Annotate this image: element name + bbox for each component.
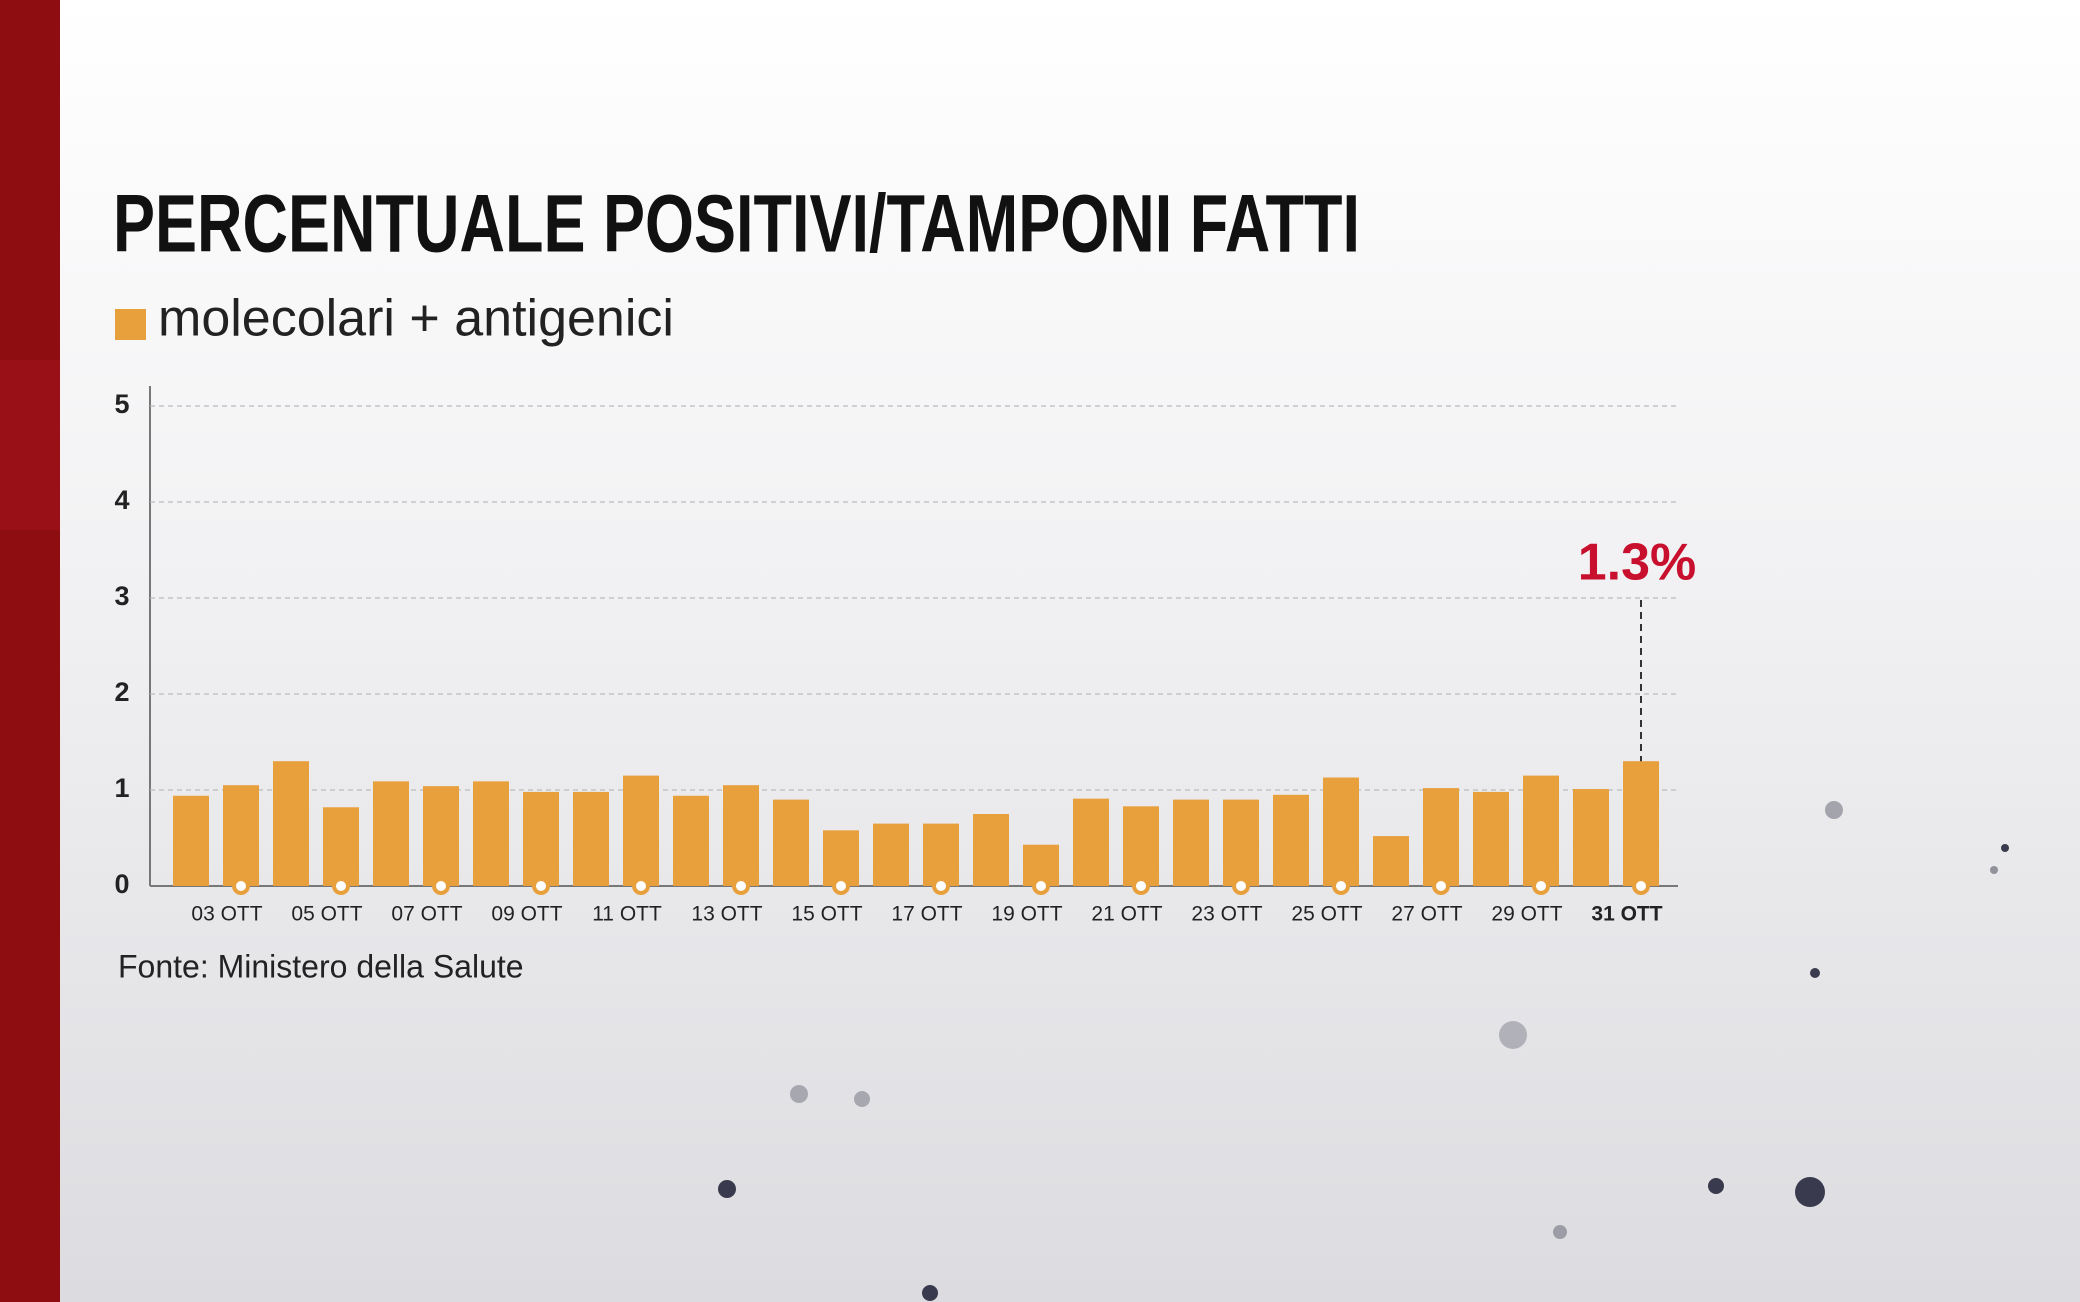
x-tick-label: 29 OTT <box>1491 903 1562 926</box>
bar <box>223 785 259 886</box>
y-tick-label: 3 <box>114 581 129 611</box>
x-tick-label: 27 OTT <box>1391 903 1462 926</box>
x-tick-label: 09 OTT <box>491 903 562 926</box>
tick-dot <box>1532 877 1550 895</box>
bar <box>623 775 659 886</box>
bar <box>1273 794 1309 886</box>
legend-swatch <box>115 309 146 340</box>
bar <box>1323 777 1359 886</box>
bar <box>1373 836 1409 886</box>
tick-dot <box>1232 877 1250 895</box>
tick-dot <box>1332 877 1350 895</box>
x-tick-label: 05 OTT <box>291 903 362 926</box>
bar <box>1573 789 1609 886</box>
x-tick-label: 31 OTT <box>1591 903 1662 926</box>
bar <box>423 786 459 886</box>
tick-dot <box>432 877 450 895</box>
tick-dot <box>532 877 550 895</box>
bar <box>573 791 609 886</box>
tick-dot <box>1032 877 1050 895</box>
y-tick-label: 1 <box>114 773 129 803</box>
value-label: 1.3% <box>1578 534 1697 592</box>
tick-dot <box>232 877 250 895</box>
bar <box>1623 761 1659 886</box>
bar <box>973 814 1009 886</box>
bar <box>523 791 559 886</box>
bar <box>673 795 709 886</box>
tick-dot <box>1632 877 1650 895</box>
bar <box>1223 799 1259 886</box>
x-tick-label: 07 OTT <box>391 903 462 926</box>
side-band-accent <box>0 360 60 530</box>
chart-title: PERCENTUALE POSITIVI/TAMPONI FATTI <box>113 179 1360 270</box>
bar <box>923 823 959 886</box>
bar <box>823 830 859 886</box>
x-tick-label: 11 OTT <box>592 903 662 926</box>
x-tick-label: 21 OTT <box>1091 903 1162 926</box>
bar <box>173 795 209 886</box>
tick-dot <box>932 877 950 895</box>
bar <box>273 761 309 886</box>
y-tick-label: 2 <box>114 677 129 707</box>
bar <box>773 799 809 886</box>
tick-dot <box>1432 877 1450 895</box>
tick-dot <box>1132 877 1150 895</box>
bar <box>723 785 759 886</box>
legend-label: molecolari + antigenici <box>158 290 674 348</box>
bar <box>1173 799 1209 886</box>
side-band <box>0 0 60 1302</box>
bar <box>1473 791 1509 886</box>
tick-dot <box>732 877 750 895</box>
bar <box>473 781 509 886</box>
bar <box>873 823 909 886</box>
x-tick-label: 15 OTT <box>791 903 862 926</box>
x-tick-label: 13 OTT <box>691 903 762 926</box>
decor-dots <box>718 801 2009 1301</box>
source: Fonte: Ministero della Salute <box>118 948 524 984</box>
x-tick-label: 17 OTT <box>891 903 962 926</box>
tick-dot <box>632 877 650 895</box>
bar <box>1123 806 1159 886</box>
tick-dot <box>332 877 350 895</box>
y-tick-label: 5 <box>114 389 129 419</box>
y-tick-label: 0 <box>114 869 129 899</box>
tick-dot <box>832 877 850 895</box>
bar <box>373 781 409 886</box>
x-tick-label: 03 OTT <box>191 903 262 926</box>
bar <box>1523 775 1559 886</box>
bar <box>1423 788 1459 886</box>
x-tick-label: 23 OTT <box>1191 903 1262 926</box>
bar <box>1073 798 1109 886</box>
bar <box>323 807 359 886</box>
x-tick-label: 25 OTT <box>1291 903 1362 926</box>
x-tick-label: 19 OTT <box>991 903 1062 926</box>
y-tick-label: 4 <box>114 485 129 515</box>
